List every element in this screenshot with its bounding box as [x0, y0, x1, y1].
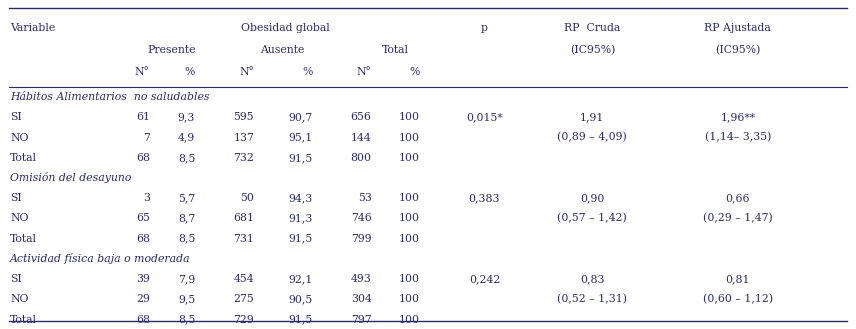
Text: 1,91: 1,91 [580, 112, 604, 122]
Text: (0,57 – 1,42): (0,57 – 1,42) [557, 213, 627, 224]
Text: 731: 731 [234, 234, 254, 244]
Text: 275: 275 [234, 294, 254, 304]
Text: (0,29 – 1,47): (0,29 – 1,47) [703, 213, 773, 224]
Text: Ausente: Ausente [260, 45, 305, 55]
Text: 92,1: 92,1 [288, 274, 312, 284]
Text: %: % [409, 67, 419, 77]
Text: 8,5: 8,5 [178, 315, 195, 325]
Text: 5,7: 5,7 [178, 193, 195, 203]
Text: 0,83: 0,83 [580, 274, 604, 284]
Text: 50: 50 [241, 193, 254, 203]
Text: 595: 595 [234, 112, 254, 122]
Text: 91,3: 91,3 [288, 214, 312, 223]
Text: Presente: Presente [147, 45, 195, 55]
Text: 100: 100 [398, 153, 419, 163]
Text: Total: Total [10, 315, 38, 325]
Text: Actividad física baja o moderada: Actividad física baja o moderada [10, 253, 191, 265]
Text: 3: 3 [143, 193, 150, 203]
Text: RP  Cruda: RP Cruda [564, 23, 621, 33]
Text: 100: 100 [398, 112, 419, 122]
Text: 65: 65 [136, 214, 150, 223]
Text: 90,5: 90,5 [288, 294, 312, 304]
Text: Variable: Variable [10, 23, 56, 33]
Text: (IC95%): (IC95%) [715, 45, 761, 55]
Text: 800: 800 [350, 153, 372, 163]
Text: 7,9: 7,9 [178, 274, 195, 284]
Text: 8,5: 8,5 [178, 234, 195, 244]
Text: 797: 797 [351, 315, 372, 325]
Text: SI: SI [10, 274, 22, 284]
Text: 0,66: 0,66 [726, 193, 750, 203]
Text: 91,5: 91,5 [288, 153, 312, 163]
Text: 0,015*: 0,015* [467, 112, 502, 122]
Text: 729: 729 [234, 315, 254, 325]
Text: 68: 68 [136, 153, 150, 163]
Text: 29: 29 [136, 294, 150, 304]
Text: 0,242: 0,242 [469, 274, 500, 284]
Text: N°: N° [135, 67, 150, 77]
Text: 732: 732 [234, 153, 254, 163]
Text: 8,5: 8,5 [178, 153, 195, 163]
Text: 100: 100 [398, 274, 419, 284]
Text: Omisión del desayuno: Omisión del desayuno [10, 172, 132, 184]
Text: Total: Total [382, 45, 409, 55]
Text: 90,7: 90,7 [288, 112, 312, 122]
Text: 61: 61 [136, 112, 150, 122]
Text: 100: 100 [398, 294, 419, 304]
Text: (IC95%): (IC95%) [569, 45, 615, 55]
Text: 9,5: 9,5 [178, 294, 195, 304]
Text: Obesidad global: Obesidad global [241, 23, 330, 33]
Text: NO: NO [10, 214, 29, 223]
Text: SI: SI [10, 193, 22, 203]
Text: 454: 454 [234, 274, 254, 284]
Text: 137: 137 [234, 133, 254, 142]
Text: 746: 746 [351, 214, 372, 223]
Text: 95,1: 95,1 [288, 133, 312, 142]
Text: 100: 100 [398, 193, 419, 203]
Text: 39: 39 [136, 274, 150, 284]
Text: 304: 304 [351, 294, 372, 304]
Text: 53: 53 [358, 193, 372, 203]
Text: 681: 681 [233, 214, 254, 223]
Text: (1,14– 3,35): (1,14– 3,35) [704, 132, 771, 143]
Text: 0,90: 0,90 [580, 193, 604, 203]
Text: Hábitos Alimentarios  no saludables: Hábitos Alimentarios no saludables [10, 92, 210, 102]
Text: 9,3: 9,3 [178, 112, 195, 122]
Text: 94,3: 94,3 [288, 193, 312, 203]
Text: 100: 100 [398, 315, 419, 325]
Text: 68: 68 [136, 234, 150, 244]
Text: 0,383: 0,383 [469, 193, 500, 203]
Text: 100: 100 [398, 234, 419, 244]
Text: (0,60 – 1,12): (0,60 – 1,12) [703, 294, 773, 305]
Text: 91,5: 91,5 [288, 234, 312, 244]
Text: 100: 100 [398, 133, 419, 142]
Text: %: % [302, 67, 312, 77]
Text: Total: Total [10, 153, 38, 163]
Text: RP Ajustada: RP Ajustada [704, 23, 771, 33]
Text: 7: 7 [143, 133, 150, 142]
Text: 144: 144 [351, 133, 372, 142]
Text: N°: N° [357, 67, 372, 77]
Text: 656: 656 [351, 112, 372, 122]
Text: 91,5: 91,5 [288, 315, 312, 325]
Text: 0,81: 0,81 [726, 274, 750, 284]
Text: 100: 100 [398, 214, 419, 223]
Text: p: p [481, 23, 488, 33]
Text: 493: 493 [351, 274, 372, 284]
Text: Total: Total [10, 234, 38, 244]
Text: N°: N° [240, 67, 254, 77]
Text: (0,52 – 1,31): (0,52 – 1,31) [557, 294, 627, 305]
Text: NO: NO [10, 294, 29, 304]
Text: 68: 68 [136, 315, 150, 325]
Text: %: % [185, 67, 195, 77]
Text: 1,96**: 1,96** [720, 112, 756, 122]
Text: (0,89 – 4,09): (0,89 – 4,09) [557, 132, 627, 143]
Text: SI: SI [10, 112, 22, 122]
Text: 4,9: 4,9 [178, 133, 195, 142]
Text: 8,7: 8,7 [178, 214, 195, 223]
Text: NO: NO [10, 133, 29, 142]
Text: 799: 799 [351, 234, 372, 244]
